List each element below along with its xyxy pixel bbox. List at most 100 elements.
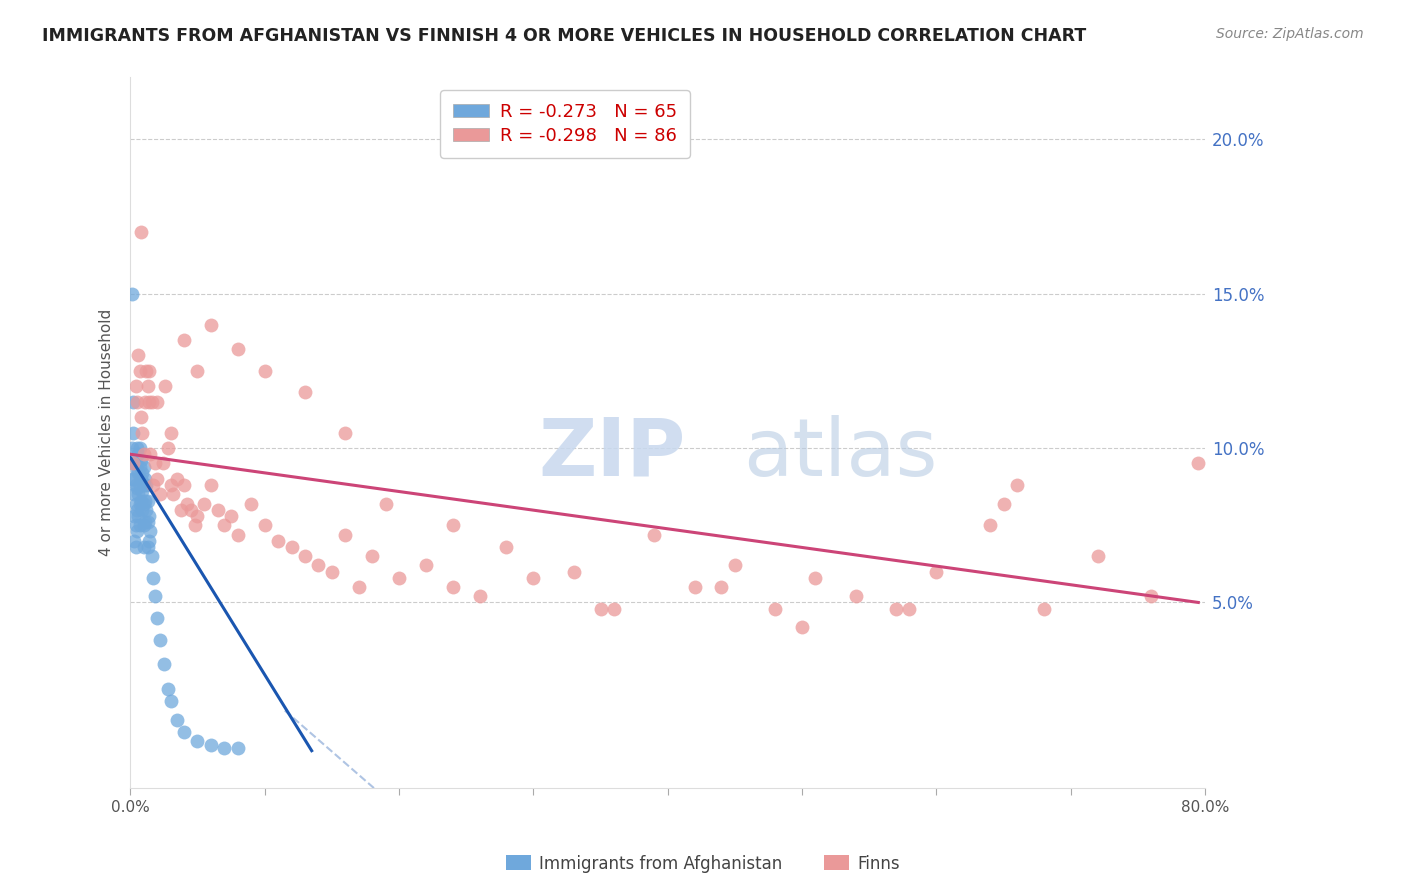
Point (214, 740, 236, 755)
Point (219, 508, 242, 523)
Point (226, 740, 249, 755)
Point (159, 694, 181, 708)
Point (1140, 589, 1163, 603)
Point (122, 457, 145, 471)
Point (131, 466, 153, 480)
Point (136, 493, 159, 508)
Legend: R = -0.273   N = 65, R = -0.298   N = 86: R = -0.273 N = 65, R = -0.298 N = 86 (440, 90, 689, 158)
Point (125, 481, 148, 495)
Point (138, 508, 160, 523)
Point (141, 549, 163, 563)
Point (441, 518, 464, 533)
Point (193, 497, 215, 511)
Point (127, 508, 149, 523)
Point (1187, 457, 1209, 471)
Point (134, 394, 156, 409)
Point (200, 738, 222, 752)
Point (132, 518, 155, 533)
Point (127, 466, 149, 480)
Point (128, 478, 150, 492)
Point (121, 286, 143, 301)
Point (200, 478, 222, 492)
Point (441, 580, 464, 594)
Point (132, 497, 155, 511)
Point (884, 601, 907, 615)
Point (141, 394, 163, 409)
Point (134, 493, 156, 508)
Point (125, 441, 148, 455)
Point (124, 487, 146, 501)
Point (125, 457, 148, 471)
Point (138, 394, 160, 409)
Point (724, 558, 747, 573)
Point (468, 589, 491, 603)
Point (149, 632, 172, 647)
Point (121, 472, 143, 486)
Point (136, 540, 159, 554)
Point (200, 318, 222, 332)
Point (186, 734, 208, 748)
Point (294, 549, 316, 563)
Point (979, 518, 1001, 533)
Point (184, 518, 207, 533)
Point (134, 515, 156, 529)
Point (143, 457, 166, 471)
Point (267, 533, 290, 548)
Point (374, 497, 396, 511)
Point (280, 540, 302, 554)
Point (132, 478, 155, 492)
Point (122, 394, 145, 409)
Point (361, 549, 384, 563)
Point (129, 453, 152, 467)
Text: ZIP: ZIP (538, 415, 686, 493)
Text: IMMIGRANTS FROM AFGHANISTAN VS FINNISH 4 OR MORE VEHICLES IN HOUSEHOLD CORRELATI: IMMIGRANTS FROM AFGHANISTAN VS FINNISH 4… (42, 27, 1087, 45)
Point (131, 425, 153, 440)
Point (128, 497, 150, 511)
Point (415, 558, 437, 573)
Point (156, 441, 179, 455)
Point (139, 447, 162, 461)
Point (307, 558, 329, 573)
Point (763, 601, 786, 615)
Legend: Immigrants from Afghanistan, Finns: Immigrants from Afghanistan, Finns (499, 848, 907, 880)
Point (176, 497, 198, 511)
Point (347, 580, 370, 594)
Point (1087, 549, 1109, 563)
Point (495, 540, 517, 554)
Point (131, 503, 153, 517)
Point (294, 385, 316, 400)
Point (122, 457, 145, 471)
Point (240, 497, 263, 511)
Point (132, 459, 155, 474)
Point (152, 457, 174, 471)
Point (127, 487, 149, 501)
Point (710, 580, 733, 594)
Point (136, 515, 159, 529)
Point (129, 472, 152, 486)
Point (124, 508, 146, 523)
Point (127, 447, 149, 461)
Point (125, 518, 148, 533)
Point (790, 620, 813, 634)
Point (162, 487, 184, 501)
Point (155, 379, 177, 393)
Point (170, 503, 193, 517)
Point (138, 533, 160, 548)
Point (125, 463, 148, 477)
Point (132, 540, 155, 554)
Point (127, 348, 149, 362)
Point (125, 394, 148, 409)
Point (146, 611, 169, 625)
Point (125, 503, 148, 517)
Point (146, 394, 169, 409)
Point (122, 425, 145, 440)
Point (128, 459, 150, 474)
Point (128, 364, 150, 378)
Point (124, 472, 146, 486)
Point (214, 518, 236, 533)
Point (603, 601, 626, 615)
Point (643, 527, 665, 541)
Point (226, 342, 249, 356)
Point (589, 601, 612, 615)
Text: Source: ZipAtlas.com: Source: ZipAtlas.com (1216, 27, 1364, 41)
